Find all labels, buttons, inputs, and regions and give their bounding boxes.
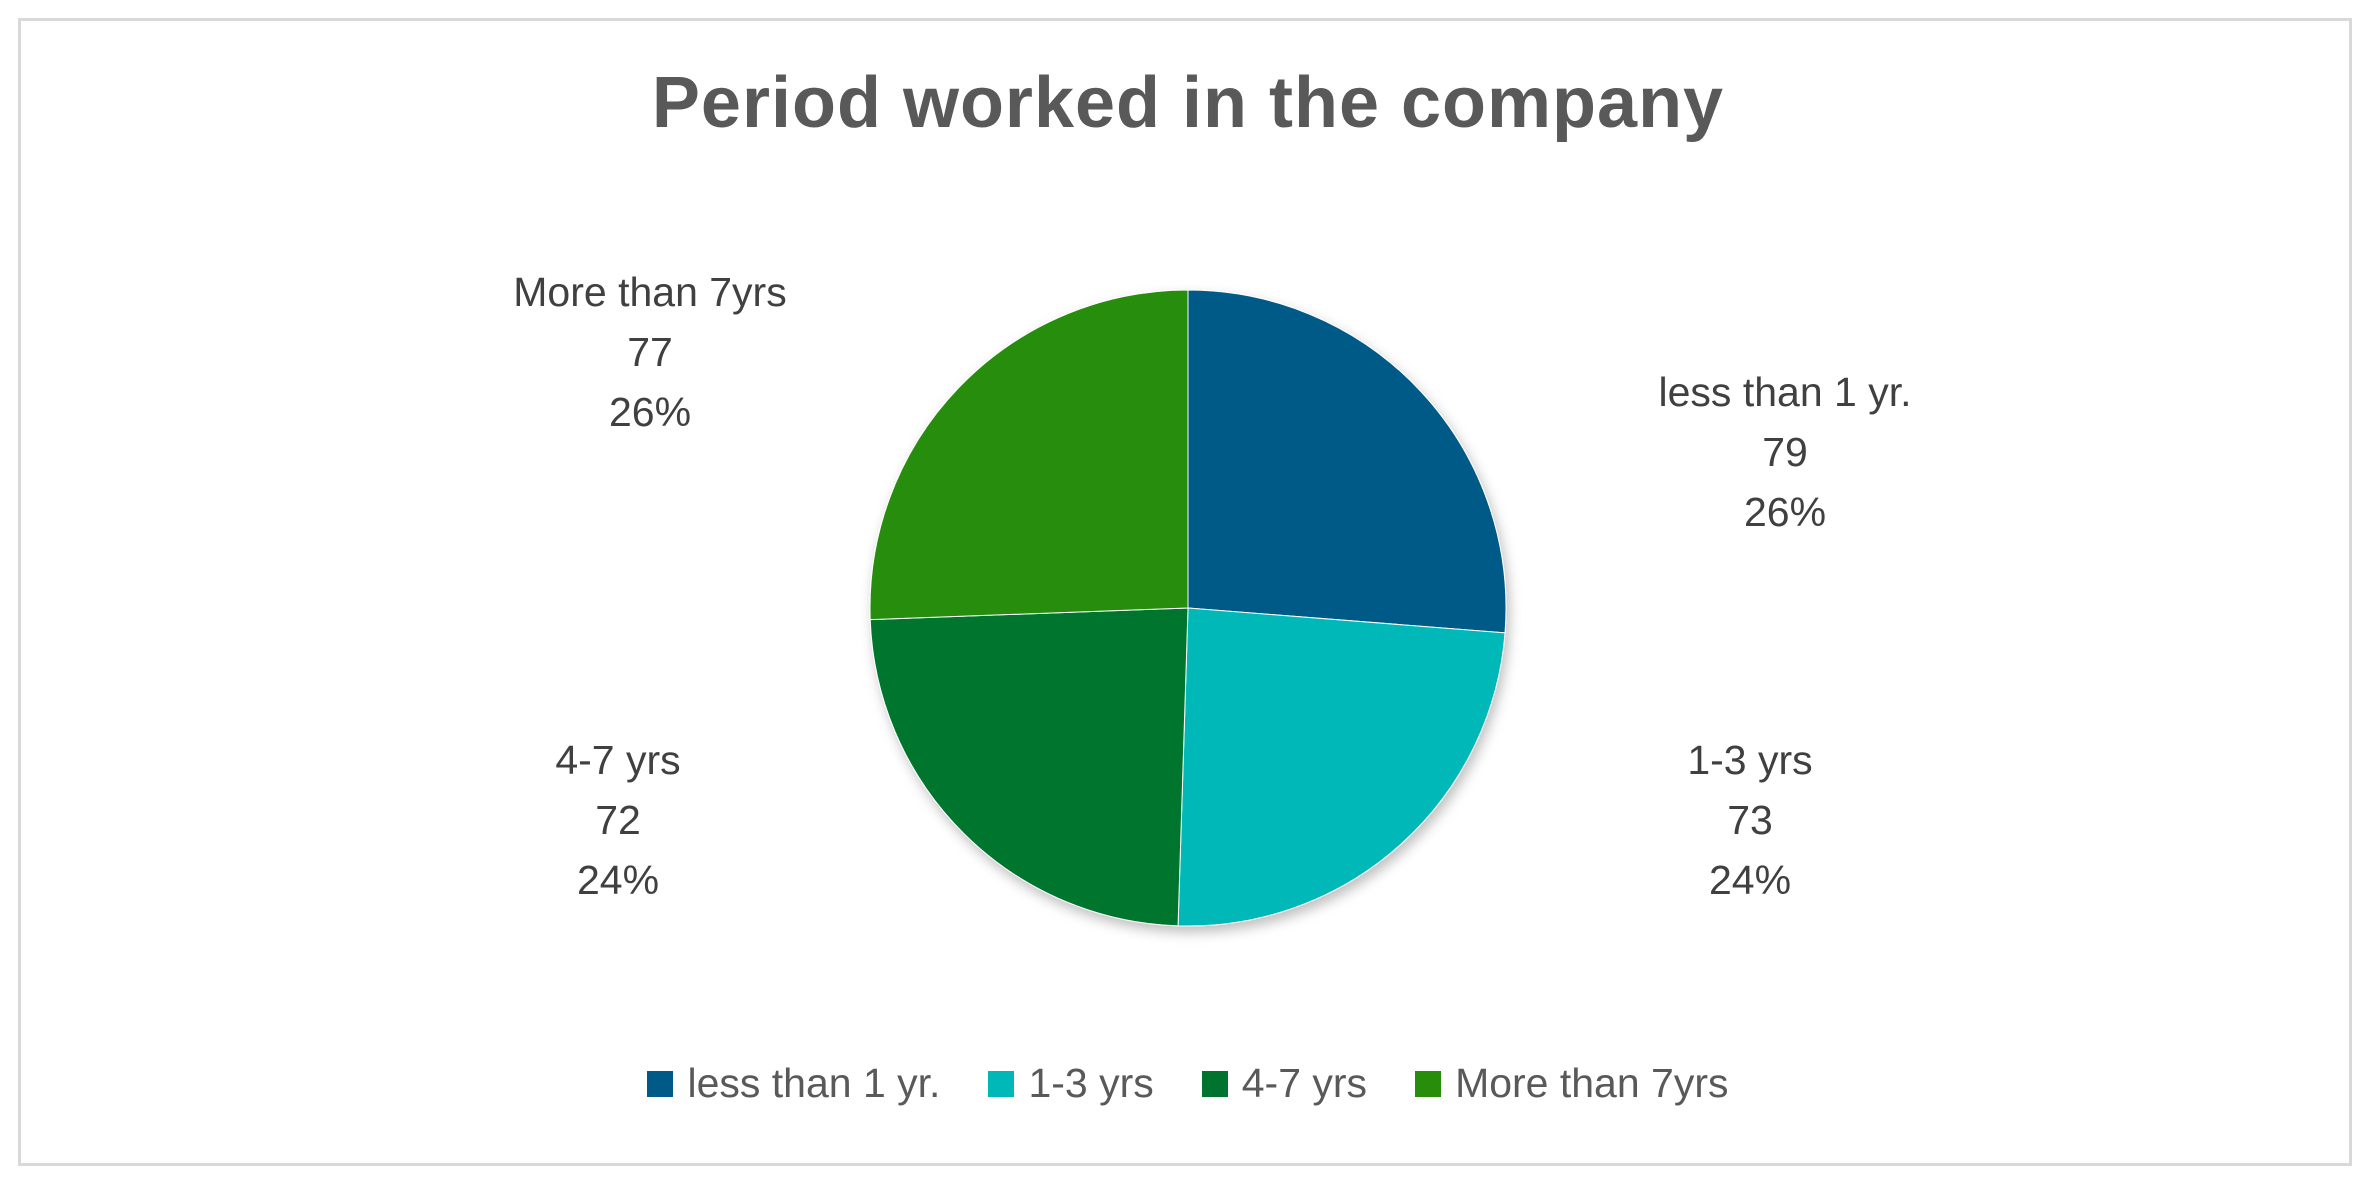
pie-slice-less-than-1-yr <box>1187 289 1507 634</box>
slice-label-4-7-yrs: 4-7 yrs 72 24% <box>408 730 828 910</box>
slice-label-percent: 24% <box>576 857 660 903</box>
legend-label: 1-3 yrs <box>1028 1060 1154 1106</box>
slice-label-more-than-7yrs: More than 7yrs 77 26% <box>440 262 860 442</box>
slice-label-value: 79 <box>1762 429 1808 475</box>
legend-label: less than 1 yr. <box>687 1060 941 1106</box>
legend-item-less-than-1-yr: less than 1 yr. <box>647 1060 940 1107</box>
slice-label-percent: 26% <box>1743 489 1827 535</box>
pie-slice-more-than-7yrs <box>869 289 1189 621</box>
slice-label-category: 1-3 yrs <box>1687 737 1813 783</box>
chart-legend: less than 1 yr. 1-3 yrs 4-7 yrs More tha… <box>0 1060 2376 1107</box>
slice-label-percent: 24% <box>1708 857 1792 903</box>
slice-label-category: More than 7yrs <box>513 269 787 315</box>
slice-label-value: 73 <box>1727 797 1773 843</box>
chart-title: Period worked in the company <box>651 63 1725 143</box>
legend-swatch <box>988 1070 1015 1097</box>
legend-swatch <box>647 1070 674 1097</box>
legend-swatch <box>1415 1070 1442 1097</box>
pie-slice-4-7-yrs <box>869 607 1189 927</box>
slice-label-category: less than 1 yr. <box>1658 369 1912 415</box>
legend-label: More than 7yrs <box>1455 1060 1729 1106</box>
slice-label-less-than-1-yr: less than 1 yr. 79 26% <box>1575 362 1995 542</box>
slice-label-category: 4-7 yrs <box>555 737 681 783</box>
slice-label-1-3-yrs: 1-3 yrs 73 24% <box>1540 730 1960 910</box>
legend-item-1-3-yrs: 1-3 yrs <box>988 1060 1154 1107</box>
slice-label-value: 77 <box>627 329 673 375</box>
legend-label: 4-7 yrs <box>1241 1060 1368 1106</box>
legend-item-4-7-yrs: 4-7 yrs <box>1201 1060 1368 1107</box>
legend-item-more-than-7yrs: More than 7yrs <box>1415 1060 1729 1107</box>
legend-swatch <box>1201 1070 1228 1097</box>
slice-label-value: 72 <box>595 797 641 843</box>
slice-label-percent: 26% <box>608 389 692 435</box>
pie-slice-1-3-yrs <box>1177 607 1506 927</box>
